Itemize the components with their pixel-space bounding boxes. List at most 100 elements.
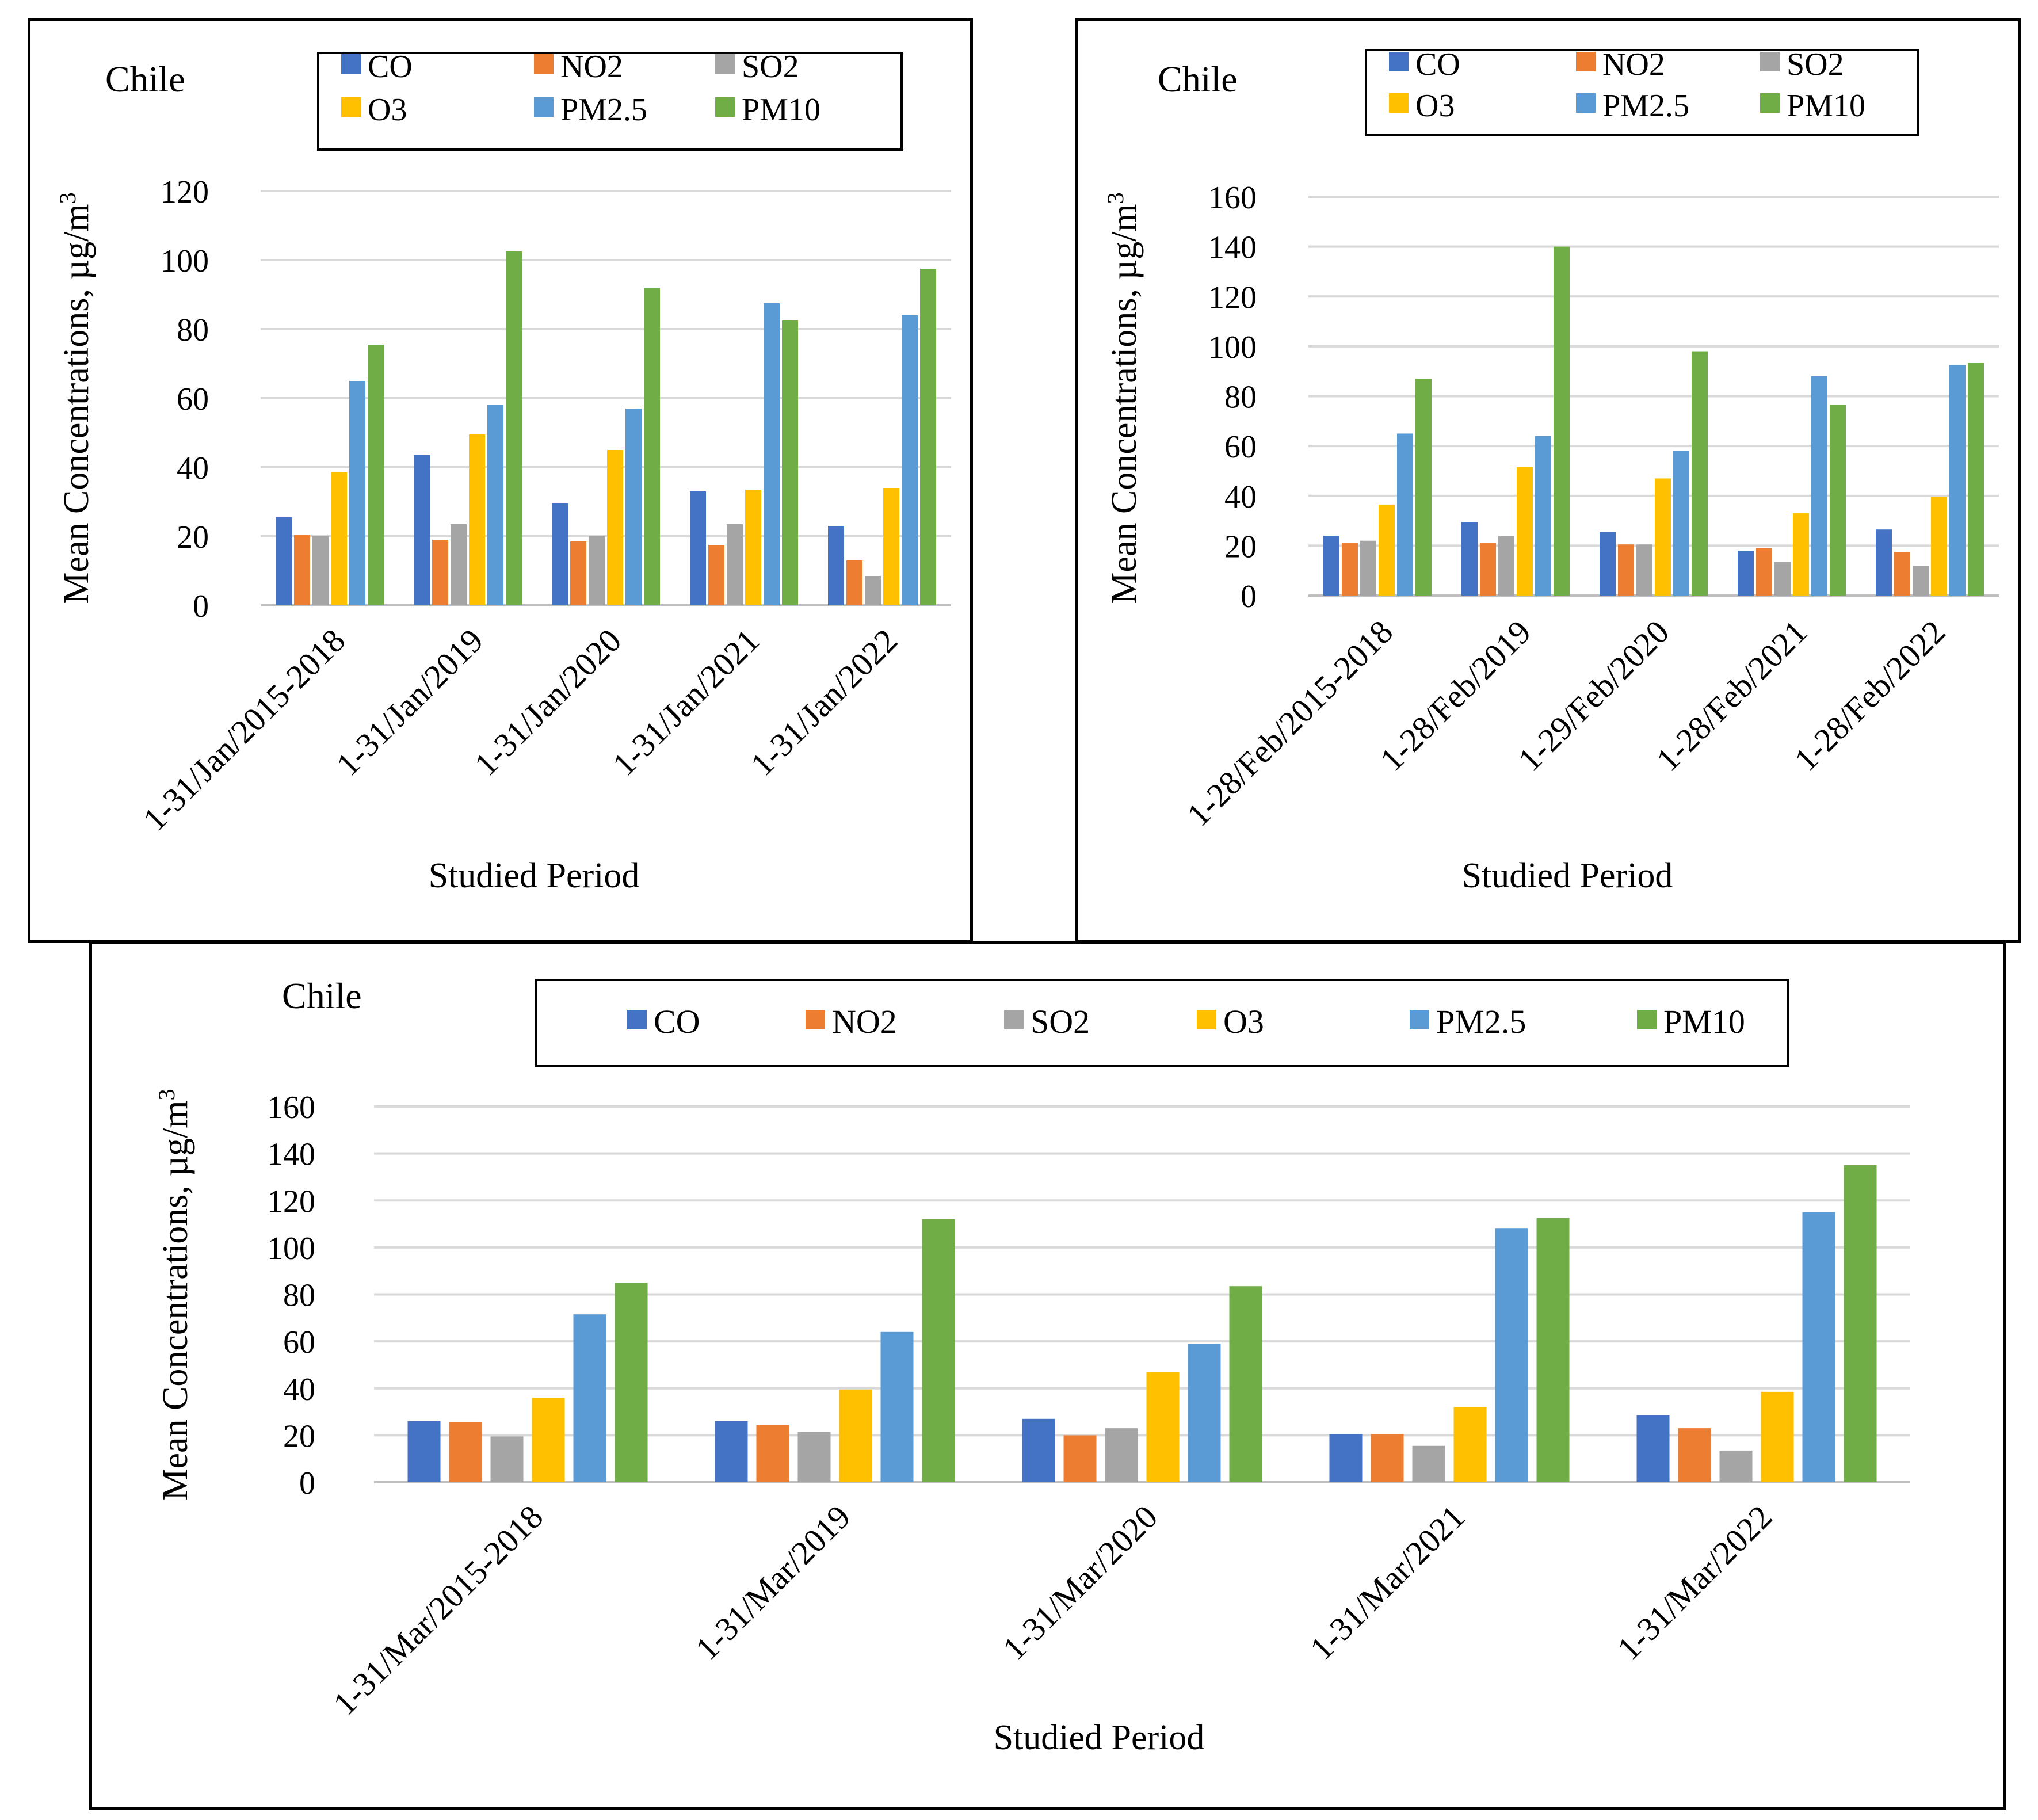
bar-so2-5 — [1719, 1450, 1753, 1482]
chart-panel-march: Chile CO NO2 SO2 O3 PM2.5 PM10 0 20 40 60 80 100 120 1… — [89, 941, 2006, 1810]
bar-co-1 — [276, 517, 292, 605]
chart-title: Chile — [282, 975, 362, 1016]
legend-swatch-o3 — [1389, 93, 1409, 113]
bar-pm10-1 — [615, 1283, 648, 1482]
bar-co-4 — [1329, 1434, 1363, 1482]
bar-o3-5 — [1931, 497, 1947, 596]
bar-o3-5 — [883, 488, 899, 605]
bar-pm25-2 — [487, 405, 503, 605]
y-tick-label: 0 — [299, 1466, 315, 1501]
x-tick-label: 1-31/Mar/2020 — [995, 1498, 1165, 1667]
y-tick-label: 120 — [267, 1184, 315, 1219]
y-tick-label: 140 — [267, 1137, 315, 1173]
bar-pm10-4 — [782, 320, 798, 605]
bar-pm10-3 — [644, 288, 660, 605]
legend-label-pm25: PM2.5 — [1436, 1003, 1526, 1040]
bar-no2-2 — [1480, 543, 1496, 596]
bar-o3-1 — [532, 1398, 565, 1482]
bar-no2-5 — [1678, 1428, 1711, 1482]
y-tick-label: 120 — [161, 174, 209, 210]
legend-label-so2: SO2 — [1031, 1003, 1090, 1040]
bar-pm10-4 — [1536, 1218, 1570, 1482]
legend-swatch-pm25 — [1576, 93, 1596, 113]
bar-pm25-4 — [1811, 376, 1827, 596]
bar-so2-2 — [1498, 536, 1514, 596]
y-tick-label: 20 — [177, 520, 209, 555]
legend-label-co: CO — [368, 49, 413, 85]
bar-no2-3 — [1063, 1435, 1097, 1482]
bar-so2-3 — [1636, 544, 1652, 596]
bar-no2-4 — [708, 545, 724, 605]
x-tick-label: 1-28/Feb/2015-2018 — [1180, 613, 1400, 833]
bar-no2-3 — [1618, 544, 1634, 596]
legend-swatch-so2 — [1760, 52, 1780, 71]
bar-so2-4 — [1412, 1445, 1445, 1482]
x-tick-label: 1-31/Jan/2021 — [605, 621, 767, 783]
bar-o3-2 — [469, 434, 485, 605]
legend-label-o3: O3 — [1223, 1003, 1264, 1040]
legend-swatch-so2 — [1004, 1010, 1024, 1029]
bar-co-5 — [1636, 1415, 1670, 1482]
bar-pm10-1 — [368, 345, 384, 605]
y-tick-label: 80 — [283, 1278, 315, 1314]
bar-co-3 — [1600, 532, 1616, 596]
x-axis-label: Studied Period — [994, 1718, 1205, 1757]
bar-no2-5 — [846, 560, 862, 605]
legend-swatch-pm10 — [715, 97, 735, 117]
bar-no2-4 — [1756, 548, 1772, 596]
legend-label-no2: NO2 — [1602, 47, 1665, 82]
bar-pm25-4 — [1495, 1228, 1528, 1482]
bar-so2-4 — [727, 524, 743, 605]
bar-pm25-1 — [1397, 433, 1413, 596]
bar-so2-4 — [1774, 562, 1791, 596]
bar-o3-1 — [1379, 504, 1395, 596]
bar-o3-5 — [1761, 1391, 1794, 1482]
legend-label-o3: O3 — [1415, 88, 1455, 124]
x-tick-label: 1-31/Jan/2019 — [329, 621, 491, 783]
y-tick-label: 160 — [267, 1090, 315, 1125]
y-tick-label: 100 — [267, 1231, 315, 1266]
bar-no2-1 — [294, 535, 310, 605]
bar-co-4 — [690, 491, 706, 605]
x-tick-label: 1-31/Jan/2020 — [467, 621, 629, 783]
bar-pm25-1 — [349, 381, 365, 605]
bar-pm25-3 — [1188, 1344, 1221, 1482]
bar-no2-3 — [570, 541, 586, 605]
legend-label-so2: SO2 — [742, 49, 799, 85]
bar-so2-2 — [451, 524, 467, 605]
bar-pm10-5 — [1844, 1165, 1877, 1482]
chart-title: Chile — [105, 59, 185, 100]
legend-swatch-co — [1389, 52, 1409, 71]
legend-label-co: CO — [654, 1003, 700, 1040]
bar-co-2 — [414, 455, 430, 605]
y-axis-label: Mean Concentrations, µg/m3 — [154, 1089, 195, 1500]
chart-title: Chile — [1158, 59, 1238, 100]
legend-label-no2: NO2 — [832, 1003, 897, 1040]
legend-box — [317, 52, 903, 151]
legend-label-pm10: PM10 — [1663, 1003, 1745, 1040]
y-tick-label: 120 — [1208, 280, 1257, 315]
bar-o3-4 — [745, 490, 761, 605]
bar-pm25-2 — [1535, 436, 1551, 596]
legend-label-no2: NO2 — [560, 49, 623, 85]
bar-co-5 — [1876, 529, 1892, 596]
bar-co-5 — [828, 526, 844, 605]
y-tick-label: 160 — [1208, 180, 1257, 216]
legend-label-co: CO — [1415, 47, 1460, 82]
bar-pm10-5 — [1968, 363, 1984, 596]
legend-label-pm25: PM2.5 — [1602, 88, 1689, 124]
y-tick-label: 60 — [1224, 429, 1257, 465]
y-tick-label: 100 — [1208, 330, 1257, 365]
y-tick-label: 80 — [177, 312, 209, 348]
y-tick-label: 60 — [177, 381, 209, 417]
legend-label-pm25: PM2.5 — [560, 92, 647, 128]
legend-swatch-o3 — [1197, 1010, 1216, 1029]
y-tick-label: 0 — [193, 589, 209, 624]
x-tick-label: 1-31/Jan/2015-2018 — [136, 621, 352, 838]
y-tick-label: 40 — [283, 1372, 315, 1407]
legend-label-so2: SO2 — [1787, 47, 1844, 82]
y-tick-label: 60 — [283, 1325, 315, 1360]
bar-no2-1 — [1342, 543, 1358, 596]
legend-swatch-so2 — [715, 54, 735, 74]
bar-o3-4 — [1793, 513, 1809, 596]
